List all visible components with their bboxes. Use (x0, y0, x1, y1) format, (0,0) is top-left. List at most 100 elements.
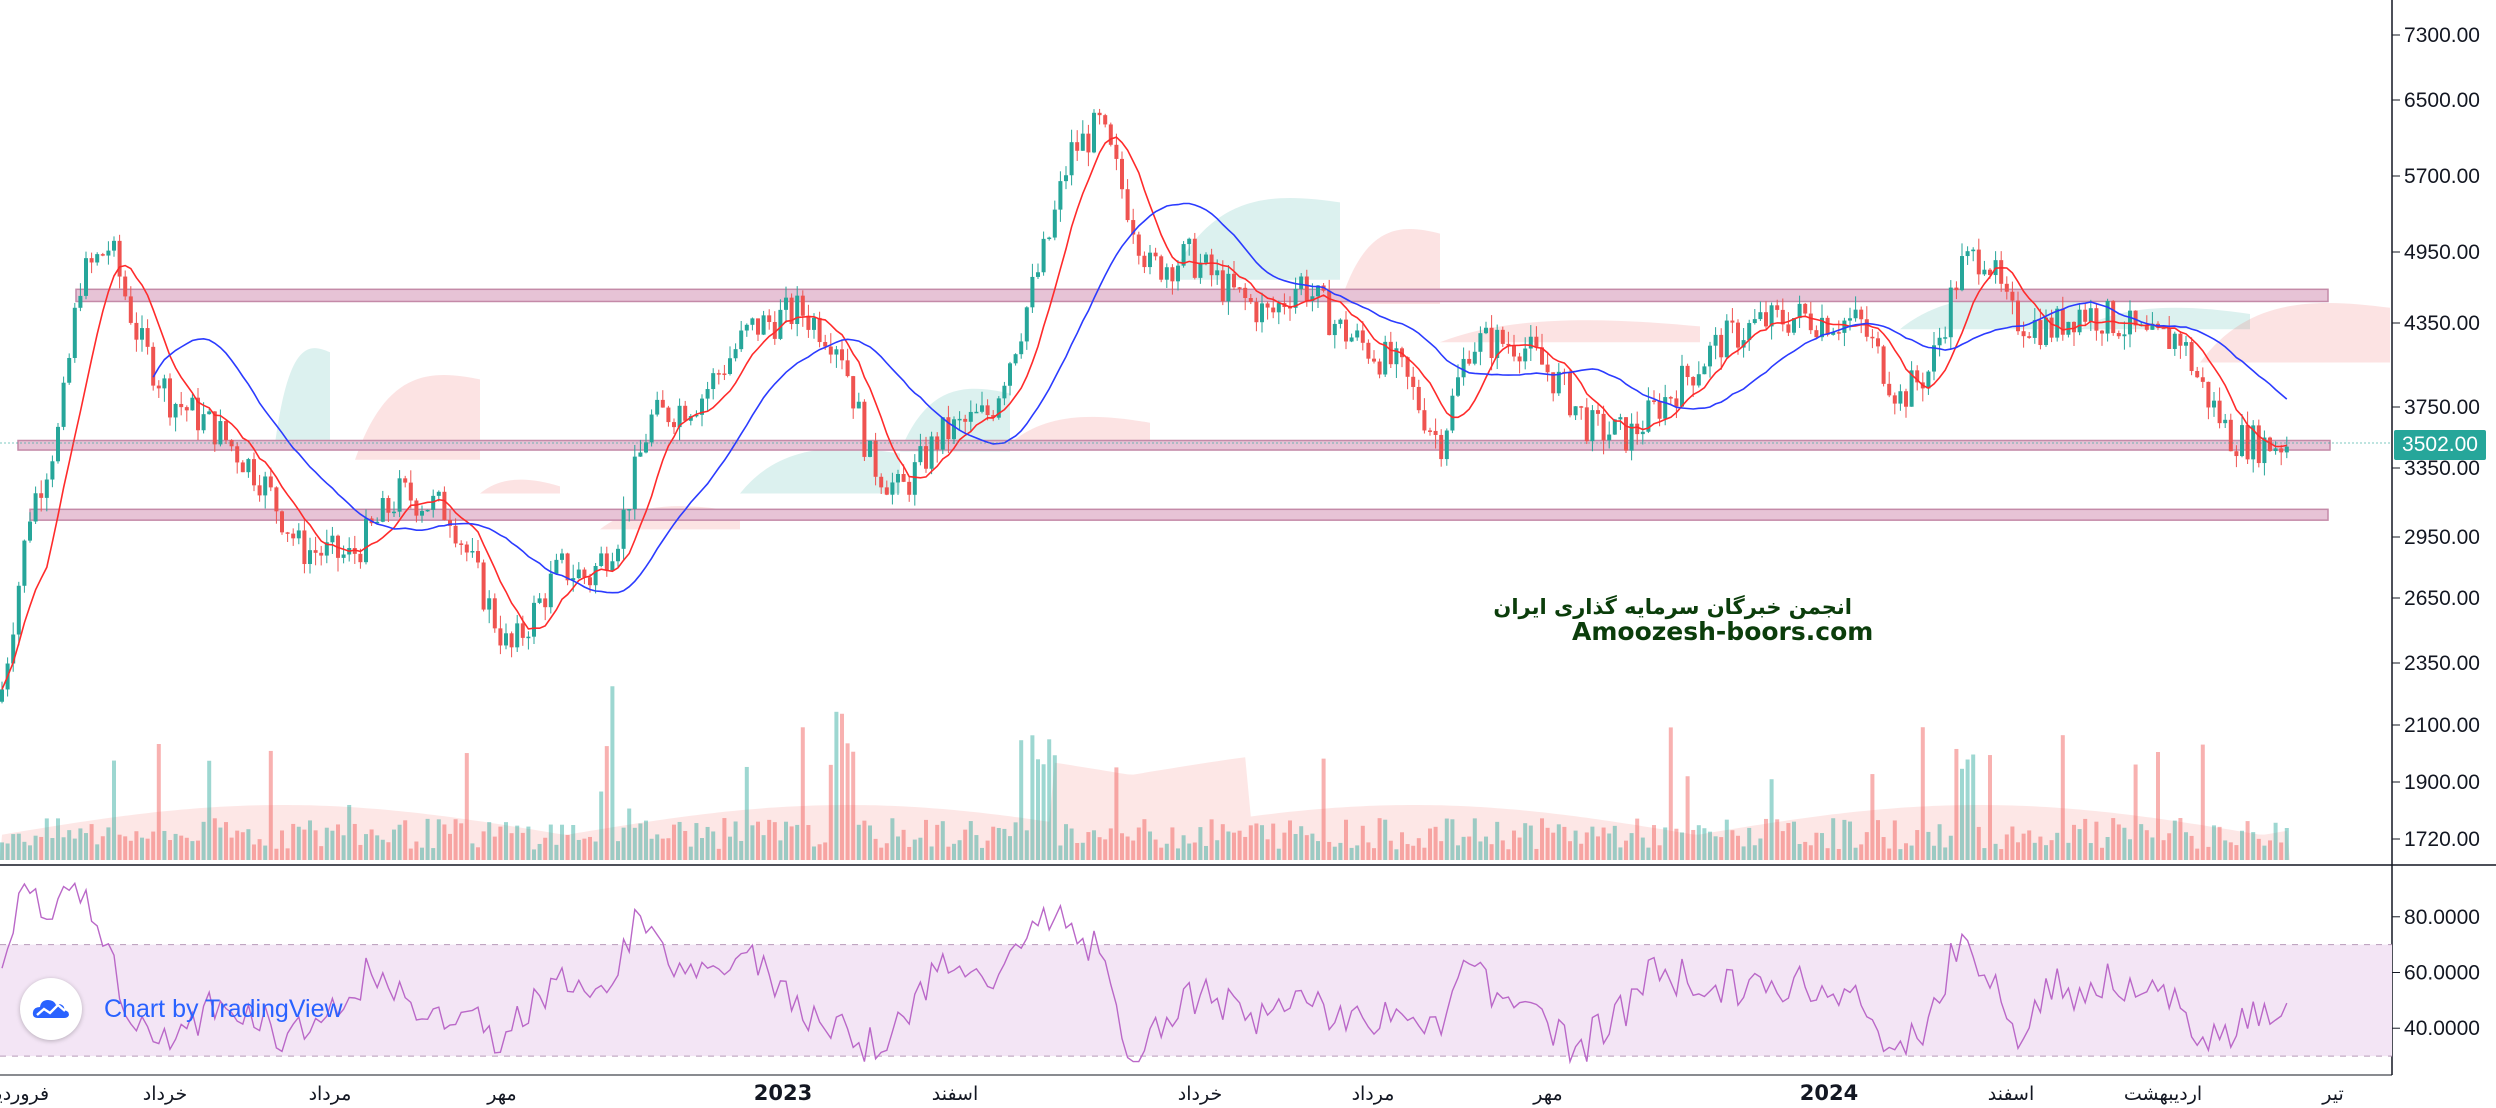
volume-bar (946, 846, 951, 860)
volume-bar (1355, 845, 1360, 860)
volume-bar (1814, 832, 1819, 860)
volume-bar (2077, 829, 2082, 860)
candle-body (1153, 252, 1158, 257)
candle-body (1008, 363, 1012, 386)
candle-body (772, 322, 777, 339)
volume-bar (1674, 828, 1679, 860)
volume-bar (364, 834, 368, 860)
volume-bar (526, 826, 531, 860)
candle-body (1607, 434, 1612, 441)
rsi-tick-label: 60.0000 (2404, 962, 2480, 985)
volume-bar (733, 821, 738, 860)
volume-bar (2094, 821, 2099, 860)
volume-bar (386, 842, 391, 860)
candle-body (1439, 434, 1444, 460)
volume-bar (1097, 837, 1102, 860)
candle-body (2178, 333, 2183, 346)
volume-bar (2049, 840, 2054, 860)
volume-bar (795, 824, 800, 860)
candle-body (644, 442, 648, 453)
candle-body (78, 295, 83, 308)
volume-bar (2184, 832, 2188, 860)
time-tick-label: مهر (486, 1083, 516, 1105)
volume-bar (2044, 845, 2048, 860)
volume-bar (414, 841, 419, 860)
volume-bar (1024, 830, 1029, 860)
candle-body (436, 491, 441, 496)
volume-bar (2273, 822, 2278, 860)
volume-bar (2240, 830, 2244, 860)
candle-body (375, 521, 380, 524)
candle-body (1640, 431, 1645, 435)
volume-bar (1668, 727, 1673, 860)
candle-body (1926, 371, 1931, 389)
candle-body (879, 476, 884, 488)
candle-body (571, 578, 576, 581)
volume-bar (1433, 826, 1438, 860)
candle-body (352, 548, 357, 554)
volume-bar (1069, 828, 1074, 860)
rsi-line (1, 881, 2288, 1065)
volume-bar (442, 824, 447, 860)
candle-body (1170, 267, 1175, 282)
candle-body (207, 411, 212, 415)
volume-bar (168, 840, 172, 860)
candle-body (2195, 370, 2200, 378)
candle-body (1338, 319, 1343, 324)
volume-bar (812, 846, 816, 860)
volume-bar (2178, 818, 2183, 860)
volume-bar (1607, 833, 1612, 860)
volume-bar (1422, 847, 1427, 860)
volume-bar (1036, 759, 1040, 860)
candle-body (1097, 112, 1102, 116)
volume-bar (1416, 838, 1421, 860)
volume-bar (207, 760, 212, 860)
candle-body (655, 399, 660, 415)
volume-bar (1640, 837, 1645, 860)
volume-bar (980, 847, 984, 860)
volume-bar (677, 821, 682, 860)
candle-body (728, 358, 732, 374)
candle-body (1780, 309, 1785, 325)
price-tick-label: 3750.00 (2404, 396, 2480, 419)
candle-body (1299, 276, 1304, 289)
candle-body (1220, 270, 1225, 302)
volume-bar (1540, 818, 1544, 860)
candle-body (1635, 423, 1640, 435)
volume-bar (2144, 830, 2149, 860)
volume-bar (1769, 779, 1774, 860)
volume-bar (128, 840, 133, 860)
volume-bar (392, 829, 396, 860)
candle-body (1472, 351, 1477, 364)
volume-bar (1304, 835, 1309, 860)
candle-body (1948, 287, 1953, 338)
candle-body (1573, 406, 1578, 416)
time-tick-label: 2024 (1800, 1081, 1858, 1105)
volume-bar (184, 837, 189, 860)
candle-body (425, 509, 430, 512)
candle-body (2144, 324, 2149, 330)
candle-body (1601, 413, 1606, 441)
volume-bar (464, 753, 469, 860)
candle-body (61, 382, 66, 427)
volume-bar (1730, 830, 1735, 860)
candle-body (957, 418, 962, 421)
candle-body (2189, 342, 2194, 371)
price-zone (17, 439, 2331, 451)
volume-bar (1316, 841, 1320, 860)
candle-body (912, 462, 917, 495)
candle-body (67, 357, 72, 383)
price-tick-label: 3350.00 (2404, 457, 2480, 480)
candle-body (291, 533, 296, 539)
volume-bar (403, 820, 408, 860)
volume-bar (1752, 845, 1757, 860)
volume-bar (95, 844, 100, 860)
candle-body (1041, 238, 1046, 273)
moving-average-fast-line (1, 136, 2287, 690)
volume-bar (1254, 823, 1259, 860)
tradingview-badge[interactable]: Chart by TradingView (20, 976, 343, 1042)
volume-bar (257, 839, 262, 860)
candle-body (246, 459, 251, 473)
volume-bar (1030, 735, 1035, 860)
